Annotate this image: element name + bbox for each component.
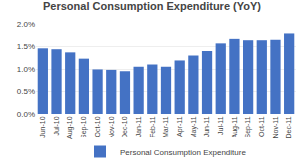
- svg-text:Apr-11: Apr-11: [176, 116, 184, 137]
- svg-text:Oct-10: Oct-10: [94, 116, 101, 137]
- svg-text:Nov-11: Nov-11: [272, 116, 279, 138]
- svg-text:Nov-10: Nov-10: [108, 116, 115, 139]
- svg-text:Jul-10: Jul-10: [53, 116, 60, 135]
- svg-text:Personal Consumption Expenditu: Personal Consumption Expenditure (YoY): [43, 0, 261, 12]
- svg-text:1.5%: 1.5%: [17, 42, 35, 51]
- svg-text:Jan-11: Jan-11: [135, 116, 142, 137]
- svg-text:Aug-10: Aug-10: [66, 116, 74, 139]
- svg-text:Dec-11: Dec-11: [285, 116, 292, 138]
- svg-text:Feb-11: Feb-11: [149, 116, 156, 138]
- svg-text:May-11: May-11: [190, 116, 198, 139]
- svg-text:0.5%: 0.5%: [17, 87, 35, 96]
- svg-text:Dec-10: Dec-10: [121, 116, 128, 139]
- svg-text:Jul-11: Jul-11: [217, 116, 224, 135]
- svg-text:Jun-11: Jun-11: [203, 116, 210, 137]
- svg-text:Aug-11: Aug-11: [231, 116, 239, 138]
- svg-text:Oct-11: Oct-11: [258, 116, 265, 137]
- svg-text:0.0%: 0.0%: [17, 110, 35, 119]
- svg-text:1.0%: 1.0%: [17, 65, 35, 74]
- svg-text:Sep-10: Sep-10: [80, 116, 88, 139]
- svg-text:Jun-10: Jun-10: [39, 116, 46, 138]
- svg-text:2.0%: 2.0%: [17, 20, 35, 29]
- svg-text:Mar-11: Mar-11: [162, 116, 169, 138]
- svg-text:Personal Consumption Expenditu: Personal Consumption Expenditure: [120, 148, 246, 157]
- svg-text:Sep-11: Sep-11: [244, 116, 252, 138]
